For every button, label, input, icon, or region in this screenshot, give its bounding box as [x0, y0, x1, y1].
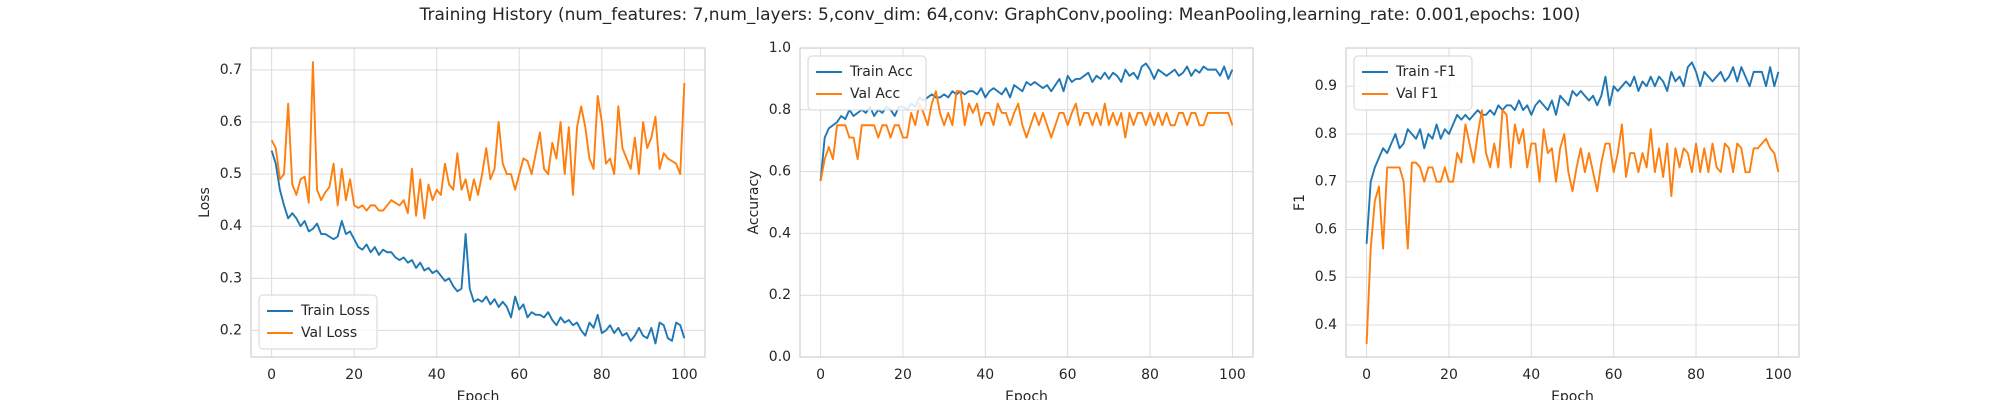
x-tick-label: 40 — [428, 367, 446, 383]
y-axis-label: Accuracy — [746, 171, 762, 235]
x-tick-label: 60 — [1059, 367, 1077, 383]
legend-label: Train Acc — [849, 64, 913, 80]
x-tick-label: 20 — [894, 367, 912, 383]
axes-frame — [799, 47, 1254, 358]
legend-box — [258, 294, 378, 350]
y-tick-label: 0.0 — [769, 349, 791, 365]
y-tick-label: 0.4 — [220, 218, 242, 234]
axes-frame — [1345, 47, 1800, 358]
x-axis-label: Epoch — [1005, 389, 1048, 400]
x-axis-label: Epoch — [1551, 389, 1594, 400]
y-tick-label: 0.2 — [769, 287, 791, 303]
x-tick-label: 100 — [1765, 367, 1792, 383]
axes-frame — [250, 47, 706, 358]
x-tick-label: 60 — [510, 367, 528, 383]
y-tick-label: 0.3 — [220, 270, 242, 286]
y-tick-label: 0.4 — [769, 225, 791, 241]
x-tick-label: 40 — [1522, 367, 1540, 383]
x-tick-label: 40 — [976, 367, 994, 383]
legend-label: Train -F1 — [1395, 64, 1456, 80]
y-tick-label: 0.6 — [769, 164, 791, 180]
legend-box — [807, 55, 927, 111]
y-axis-label: Loss — [197, 187, 213, 218]
y-tick-label: 0.2 — [220, 322, 242, 338]
legend-label: Val F1 — [1396, 86, 1438, 102]
y-tick-label: 0.6 — [220, 114, 242, 130]
x-tick-label: 0 — [267, 367, 276, 383]
figure-title: Training History (num_features: 7,num_la… — [419, 5, 1581, 25]
x-tick-label: 80 — [593, 367, 611, 383]
legend-label: Val Loss — [301, 325, 357, 341]
y-tick-label: 0.8 — [769, 102, 791, 118]
data-line — [1365, 61, 1780, 244]
y-tick-label: 0.5 — [1315, 269, 1337, 285]
legend-label: Val Acc — [850, 86, 900, 102]
y-axis-label: F1 — [1292, 194, 1308, 211]
x-tick-label: 20 — [345, 367, 363, 383]
y-tick-label: 0.9 — [1315, 78, 1337, 94]
x-tick-label: 80 — [1141, 367, 1159, 383]
y-tick-label: 0.5 — [220, 166, 242, 182]
y-tick-label: 0.7 — [220, 62, 242, 78]
legend-box — [1353, 55, 1473, 111]
data-line — [819, 90, 1234, 182]
x-axis-label: Epoch — [457, 389, 500, 400]
y-tick-label: 0.4 — [1315, 317, 1337, 333]
x-tick-label: 60 — [1605, 367, 1623, 383]
data-line — [270, 150, 686, 345]
y-tick-label: 0.6 — [1315, 221, 1337, 237]
x-tick-label: 0 — [816, 367, 825, 383]
y-tick-label: 1.0 — [769, 40, 791, 56]
y-tick-label: 0.8 — [1315, 126, 1337, 142]
legend-label: Train Loss — [300, 303, 370, 319]
x-tick-label: 100 — [671, 367, 698, 383]
data-line — [1365, 109, 1780, 345]
x-tick-label: 80 — [1687, 367, 1705, 383]
x-tick-label: 100 — [1219, 367, 1246, 383]
x-tick-label: 0 — [1362, 367, 1371, 383]
y-tick-label: 0.7 — [1315, 174, 1337, 190]
x-tick-label: 20 — [1440, 367, 1458, 383]
data-line — [270, 61, 686, 220]
